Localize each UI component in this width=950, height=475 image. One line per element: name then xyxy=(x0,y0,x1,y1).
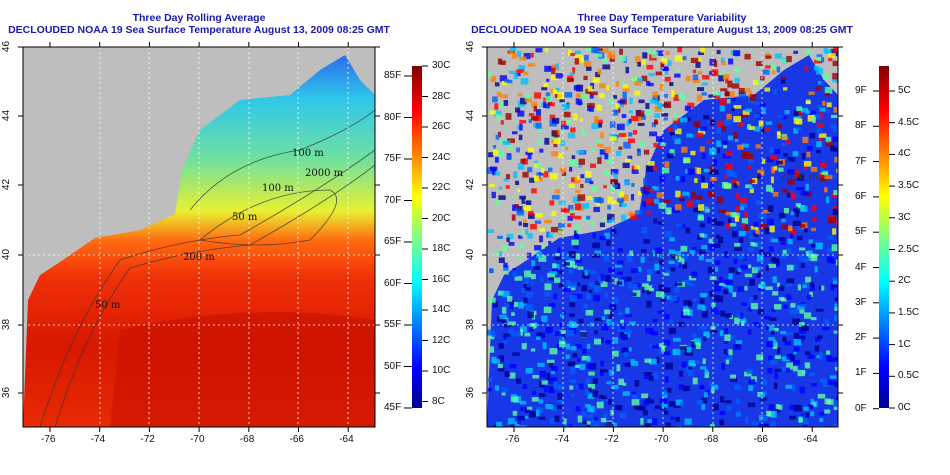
colorbar-label-c: 0C xyxy=(898,402,911,413)
lon-tick-label: -72 xyxy=(140,434,155,445)
lon-tick-label: -70 xyxy=(654,434,669,445)
lat-tick-label: 42 xyxy=(1,178,13,191)
colorbar-label-f: 8F xyxy=(855,120,867,132)
colorbar-label-c: 12C xyxy=(432,334,451,346)
colorbar-label-f: 7F xyxy=(855,155,867,167)
colorbar-label-c: 14C xyxy=(432,304,451,315)
lon-tick-label: -74 xyxy=(90,434,106,445)
lon-tick-label: -76 xyxy=(505,434,520,445)
variability-map xyxy=(487,47,838,427)
dark-warm-region xyxy=(110,312,375,427)
lon-tick-label: -66 xyxy=(753,434,768,445)
lon-tick-label: -64 xyxy=(803,434,818,445)
colorbar-label-c: 16C xyxy=(432,273,451,285)
lat-tick-label: 38 xyxy=(465,318,477,331)
lon-tick-label: -76 xyxy=(41,434,56,445)
colorbar-label-f: 0F xyxy=(855,402,867,414)
right-title-line1: Three Day Temperature Variability xyxy=(577,12,747,24)
lat-tick-label: 42 xyxy=(465,178,477,191)
right-map-frame xyxy=(486,46,839,428)
sst-colorbar xyxy=(412,66,422,408)
lat-tick-label: 46 xyxy=(1,40,13,53)
lon-tick-label: -68 xyxy=(703,434,719,445)
colorbar-label-c: 2.5C xyxy=(898,243,920,255)
lon-tick-label: -70 xyxy=(190,434,205,445)
colorbar-label-c: 2C xyxy=(898,275,911,287)
lat-tick-label: 36 xyxy=(1,386,13,399)
lat-tick-label: 36 xyxy=(465,386,477,399)
variability-speckle xyxy=(487,47,838,427)
colorbar-label-f: 55F xyxy=(384,319,402,330)
contour-label: 200 m xyxy=(648,252,680,263)
colorbar-label-f: 9F xyxy=(855,85,867,96)
left-title-line2: DECLOUDED NOAA 19 Sea Surface Temperatur… xyxy=(8,24,390,36)
lat-tick-label: 44 xyxy=(465,109,477,122)
lon-tick-label: -66 xyxy=(289,434,304,445)
colorbar-label-c: 8C xyxy=(432,395,445,407)
colorbar-label-c: 22C xyxy=(432,182,451,193)
colorbar-label-c: 3.5C xyxy=(898,180,920,192)
contour-label: 100 m xyxy=(292,148,324,159)
colorbar-label-f: 80F xyxy=(384,111,402,123)
sst-map xyxy=(23,47,375,427)
grid-lines xyxy=(23,47,375,427)
colorbar-label-f: 1F xyxy=(855,367,867,379)
contour-label: 50 m xyxy=(95,300,121,311)
colorbar-label-c: 1.5C xyxy=(898,306,920,318)
contour-label: 100 m xyxy=(262,183,294,194)
colorbar-label-f: 4F xyxy=(855,261,867,273)
lat-tick-label: 38 xyxy=(1,318,13,331)
right-title: Three Day Temperature Variability DECLOU… xyxy=(462,12,862,36)
contour-label: 2000 m xyxy=(305,168,344,179)
lat-tick-label: 40 xyxy=(1,248,13,261)
colorbar-label-c: 18C xyxy=(432,243,451,254)
colorbar-label-f: 2F xyxy=(855,332,867,344)
colorbar-label-f: 50F xyxy=(384,360,402,372)
colorbar-label-f: 70F xyxy=(384,194,402,206)
colorbar-label-f: 75F xyxy=(384,153,402,164)
colorbar-label-c: 24C xyxy=(432,151,451,163)
colorbar-label-c: 1C xyxy=(898,338,911,350)
lon-tick-label: -68 xyxy=(239,434,255,445)
contour-label: 200 m xyxy=(183,252,215,263)
colorbar-label-c: 28C xyxy=(432,90,451,102)
colorbar-label-f: 6F xyxy=(855,190,867,202)
colorbar-label-c: 20C xyxy=(432,212,451,224)
colorbar-label-f: 85F xyxy=(384,70,402,81)
lat-tick-label: 40 xyxy=(465,248,477,261)
contour-label: 50 m xyxy=(232,212,258,223)
colorbar-label-f: 3F xyxy=(855,296,867,308)
left-title-line1: Three Day Rolling Average xyxy=(132,12,266,24)
colorbar-label-c: 4C xyxy=(898,148,911,160)
colorbar-label-c: 0.5C xyxy=(898,370,920,382)
variability-colorbar xyxy=(879,66,889,408)
lon-tick-label: -72 xyxy=(604,434,619,445)
bathymetry-contours xyxy=(39,109,375,427)
colorbar-label-f: 65F xyxy=(384,236,402,247)
colorbar-label-f: 5F xyxy=(855,226,867,238)
colorbar-label-f: 60F xyxy=(384,277,402,289)
colorbar-label-c: 10C xyxy=(432,365,451,376)
colorbar-label-f: 45F xyxy=(384,402,402,413)
lon-tick-label: -74 xyxy=(554,434,570,445)
lat-tick-label: 46 xyxy=(465,40,477,53)
left-title: Three Day Rolling Average DECLOUDED NOAA… xyxy=(0,12,398,36)
colorbar-label-c: 3C xyxy=(898,211,911,223)
right-title-line2: DECLOUDED NOAA 19 Sea Surface Temperatur… xyxy=(471,24,853,36)
colorbar-label-c: 4.5C xyxy=(898,116,920,128)
lat-tick-label: 44 xyxy=(1,109,13,122)
grid-lines xyxy=(487,47,838,427)
colorbar-label-c: 26C xyxy=(432,121,451,132)
colorbar-label-c: 30C xyxy=(432,60,451,71)
colorbar-label-c: 5C xyxy=(898,85,911,96)
lon-tick-label: -64 xyxy=(339,434,354,445)
contour-label: 2000 m xyxy=(780,172,819,183)
